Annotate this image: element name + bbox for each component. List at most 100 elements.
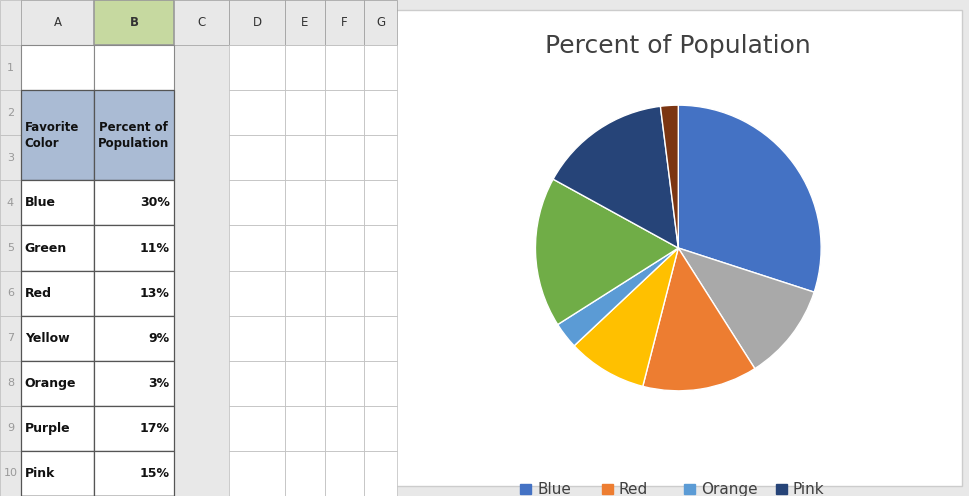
Text: E: E bbox=[301, 16, 308, 29]
Bar bbox=[230, 90, 285, 135]
Bar bbox=[230, 315, 285, 361]
Bar bbox=[20, 181, 94, 226]
Text: 30%: 30% bbox=[140, 196, 170, 209]
Bar bbox=[0, 226, 20, 270]
Bar bbox=[94, 270, 173, 315]
Bar bbox=[325, 90, 364, 135]
Text: 10: 10 bbox=[3, 468, 17, 479]
Bar bbox=[20, 0, 94, 45]
Bar bbox=[0, 315, 20, 361]
Bar bbox=[94, 226, 173, 270]
Bar bbox=[94, 451, 173, 496]
Bar bbox=[364, 451, 397, 496]
Bar bbox=[325, 361, 364, 406]
Text: 3: 3 bbox=[7, 153, 14, 163]
Bar bbox=[285, 181, 325, 226]
Bar bbox=[364, 135, 397, 181]
Text: D: D bbox=[253, 16, 262, 29]
Bar bbox=[364, 406, 397, 451]
Text: A: A bbox=[53, 16, 61, 29]
Bar bbox=[285, 270, 325, 315]
Text: 11%: 11% bbox=[140, 242, 170, 254]
Bar bbox=[325, 181, 364, 226]
Wedge shape bbox=[642, 248, 755, 391]
Bar bbox=[230, 45, 285, 90]
Bar bbox=[285, 406, 325, 451]
Wedge shape bbox=[553, 106, 678, 248]
Wedge shape bbox=[575, 248, 678, 386]
Text: 13%: 13% bbox=[140, 287, 170, 300]
Text: 9%: 9% bbox=[148, 332, 170, 345]
Bar bbox=[230, 451, 285, 496]
Wedge shape bbox=[661, 105, 678, 248]
Bar bbox=[325, 270, 364, 315]
Bar bbox=[230, 406, 285, 451]
Bar bbox=[20, 361, 94, 406]
Bar bbox=[94, 0, 173, 45]
Bar bbox=[94, 361, 173, 406]
Wedge shape bbox=[536, 179, 678, 324]
Legend: Blue, Green, Red, Yellow, Orange, Purple, Pink, Other: Blue, Green, Red, Yellow, Orange, Purple… bbox=[515, 476, 842, 496]
Bar bbox=[230, 181, 285, 226]
Bar bbox=[285, 315, 325, 361]
Bar bbox=[173, 0, 230, 45]
Bar bbox=[0, 135, 20, 181]
Bar bbox=[0, 406, 20, 451]
Text: Orange: Orange bbox=[24, 377, 77, 390]
Bar bbox=[364, 315, 397, 361]
Text: B: B bbox=[130, 16, 139, 29]
Bar bbox=[325, 315, 364, 361]
Bar bbox=[230, 0, 285, 45]
Text: Blue: Blue bbox=[24, 196, 55, 209]
Text: Red: Red bbox=[24, 287, 51, 300]
Text: 5: 5 bbox=[7, 243, 14, 253]
Wedge shape bbox=[678, 248, 814, 369]
Bar bbox=[364, 226, 397, 270]
Bar bbox=[230, 270, 285, 315]
Bar bbox=[20, 315, 94, 361]
Bar bbox=[364, 0, 397, 45]
Text: Percent of
Population: Percent of Population bbox=[98, 121, 170, 150]
Text: Green: Green bbox=[24, 242, 67, 254]
Bar bbox=[364, 270, 397, 315]
Bar bbox=[364, 90, 397, 135]
Bar bbox=[285, 226, 325, 270]
Bar bbox=[230, 361, 285, 406]
Bar bbox=[94, 45, 173, 90]
Bar bbox=[0, 181, 20, 226]
Bar bbox=[20, 451, 94, 496]
Text: 17%: 17% bbox=[140, 422, 170, 435]
Bar bbox=[20, 45, 94, 90]
Bar bbox=[285, 135, 325, 181]
Bar bbox=[20, 270, 94, 315]
Bar bbox=[325, 45, 364, 90]
Bar bbox=[285, 45, 325, 90]
Text: Pink: Pink bbox=[24, 467, 55, 480]
Bar bbox=[325, 451, 364, 496]
Text: Favorite
Color: Favorite Color bbox=[24, 121, 79, 150]
Bar bbox=[364, 45, 397, 90]
Bar bbox=[285, 0, 325, 45]
Text: 4: 4 bbox=[7, 198, 14, 208]
Text: Yellow: Yellow bbox=[24, 332, 69, 345]
Text: 3%: 3% bbox=[148, 377, 170, 390]
Bar bbox=[364, 361, 397, 406]
Text: 1: 1 bbox=[7, 62, 14, 72]
Bar bbox=[364, 181, 397, 226]
Bar bbox=[94, 315, 173, 361]
Bar bbox=[20, 406, 94, 451]
Bar bbox=[0, 451, 20, 496]
Bar bbox=[285, 90, 325, 135]
Bar bbox=[325, 0, 364, 45]
Bar bbox=[20, 90, 94, 181]
Bar bbox=[285, 361, 325, 406]
Bar bbox=[94, 181, 173, 226]
Title: Percent of Population: Percent of Population bbox=[546, 34, 811, 58]
Text: 8: 8 bbox=[7, 378, 14, 388]
Bar bbox=[0, 270, 20, 315]
Bar bbox=[0, 90, 20, 135]
Wedge shape bbox=[558, 248, 678, 346]
Text: 9: 9 bbox=[7, 424, 14, 434]
Bar bbox=[325, 406, 364, 451]
Text: 2: 2 bbox=[7, 108, 14, 118]
